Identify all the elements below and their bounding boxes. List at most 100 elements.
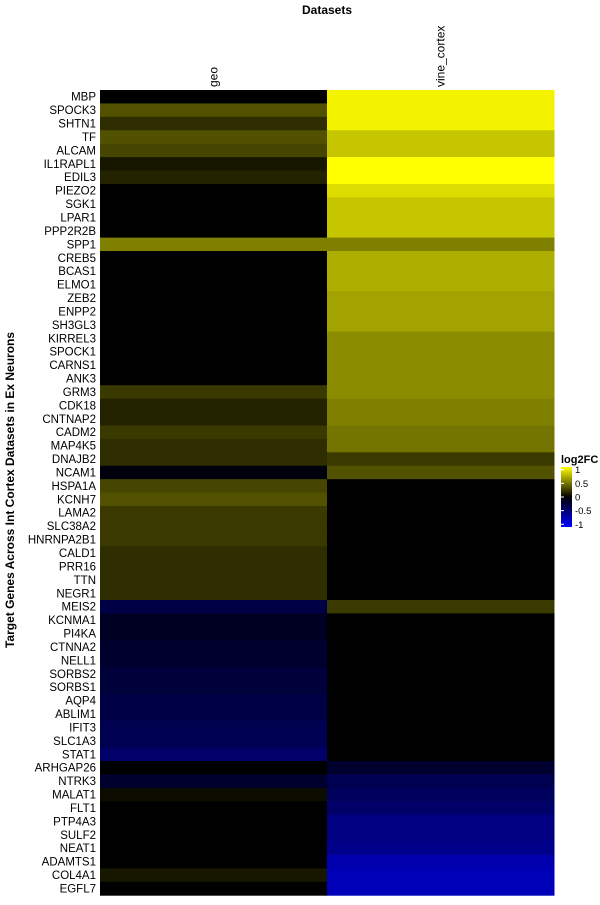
chart-title: Datasets (302, 3, 352, 17)
heatmap-cell (327, 573, 555, 588)
heatmap-cell (100, 814, 328, 829)
row-label: SORBS1 (49, 682, 96, 694)
heatmap-cell (100, 854, 328, 869)
row-label: SPOCK3 (49, 105, 96, 117)
row-label: ZEB2 (67, 293, 96, 305)
heatmap-cell (327, 130, 555, 145)
heatmap-cell (327, 774, 555, 789)
y-axis-label: Target Genes Across Int Cortex Datasets … (3, 332, 17, 648)
heatmap-cell (327, 693, 555, 708)
heatmap-cell (100, 761, 328, 775)
legend-tick-label: 0.5 (575, 479, 588, 490)
row-label: ENPP2 (58, 306, 96, 318)
heatmap-cell (100, 465, 328, 480)
heatmap-cell (327, 116, 555, 131)
heatmap-cell (327, 210, 555, 225)
row-label: IL1RAPL1 (44, 159, 96, 171)
row-label: SLC38A2 (47, 521, 96, 533)
heatmap-cell (100, 667, 328, 681)
heatmap-cell (100, 613, 328, 628)
heatmap-cell (100, 130, 328, 145)
heatmap-cell (100, 559, 328, 574)
row-label: DNAJB2 (52, 454, 96, 466)
column-labels: geo vine_cortex (207, 26, 448, 87)
heatmap-cell (327, 465, 555, 480)
row-label: HSPA1A (51, 481, 96, 493)
heatmap-cell (327, 224, 555, 239)
heatmap-cell (100, 519, 328, 534)
heatmap-cell (100, 452, 328, 467)
row-label: COL4A1 (52, 870, 96, 882)
heatmap-cell (100, 291, 328, 306)
row-label: SHTN1 (58, 119, 96, 131)
heatmap-cell (327, 90, 555, 104)
heatmap-cell (327, 197, 555, 212)
heatmap-cell (100, 841, 328, 856)
heatmap-cell (100, 358, 328, 373)
row-label: PTP4A3 (53, 816, 96, 828)
heatmap-cell (100, 170, 328, 185)
heatmap-cell (327, 143, 555, 158)
row-label: SH3GL3 (52, 320, 96, 332)
row-label: CADM2 (56, 427, 96, 439)
row-label: PPP2R2B (44, 226, 96, 238)
heatmap-cell (327, 868, 555, 883)
row-label: CREB5 (58, 253, 96, 265)
heatmap-cells (100, 90, 555, 896)
row-label: ANK3 (66, 374, 96, 386)
row-label: EGFL7 (60, 883, 96, 895)
heatmap-cell (100, 801, 328, 816)
heatmap-cell (100, 573, 328, 588)
heatmap-cell (327, 304, 555, 319)
heatmap-cell (327, 277, 555, 292)
column-label: vine_cortex (434, 26, 448, 87)
heatmap-cell (327, 398, 555, 413)
heatmap-cell (100, 680, 328, 695)
legend-title: log2FC (561, 454, 598, 466)
heatmap-cell (100, 599, 328, 614)
heatmap-cell (327, 506, 555, 520)
heatmap-cell (327, 680, 555, 695)
row-label: ARHGAP26 (35, 763, 96, 775)
heatmap-cell (327, 828, 555, 843)
row-label: FLT1 (70, 803, 96, 815)
heatmap-cell (100, 546, 328, 561)
heatmap-cell (327, 492, 555, 507)
legend-tick-label: 0 (575, 493, 580, 504)
heatmap-cell (100, 693, 328, 708)
heatmap-cell (327, 747, 555, 762)
heatmap-cell (100, 210, 328, 225)
row-label: NTRK3 (58, 776, 96, 788)
row-label: ELMO1 (57, 280, 96, 292)
row-label: ADAMTS1 (42, 857, 96, 869)
heatmap-cell (100, 264, 328, 279)
heatmap-cell (327, 371, 555, 386)
row-label: MAP4K5 (51, 441, 96, 453)
row-label: PIEZO2 (55, 186, 96, 198)
heatmap-cell (327, 452, 555, 467)
row-label: SPOCK1 (49, 347, 96, 359)
heatmap-cell (100, 116, 328, 131)
heatmap-cell (100, 318, 328, 333)
heatmap-cell (327, 519, 555, 534)
heatmap-cell (100, 653, 328, 668)
heatmap-cell (100, 479, 328, 494)
row-label: CALD1 (59, 548, 96, 560)
heatmap-cell (327, 761, 555, 775)
row-label: STAT1 (62, 749, 96, 761)
heatmap-cell (100, 224, 328, 239)
heatmap-cell (327, 599, 555, 614)
row-label: NEGR1 (56, 588, 96, 600)
legend: log2FC 1 0.5 0 -0.5 -1 (561, 454, 598, 531)
legend-tick-label: -1 (575, 520, 583, 531)
heatmap-cell (327, 841, 555, 856)
heatmap-cell (100, 143, 328, 158)
heatmap-cell (327, 103, 555, 118)
row-label: PI4KA (63, 629, 96, 641)
heatmap-cell (327, 425, 555, 440)
row-label: KCNH7 (57, 494, 96, 506)
heatmap-cell (327, 237, 555, 252)
heatmap-cell (327, 640, 555, 655)
row-label: ABLIM1 (55, 709, 96, 721)
